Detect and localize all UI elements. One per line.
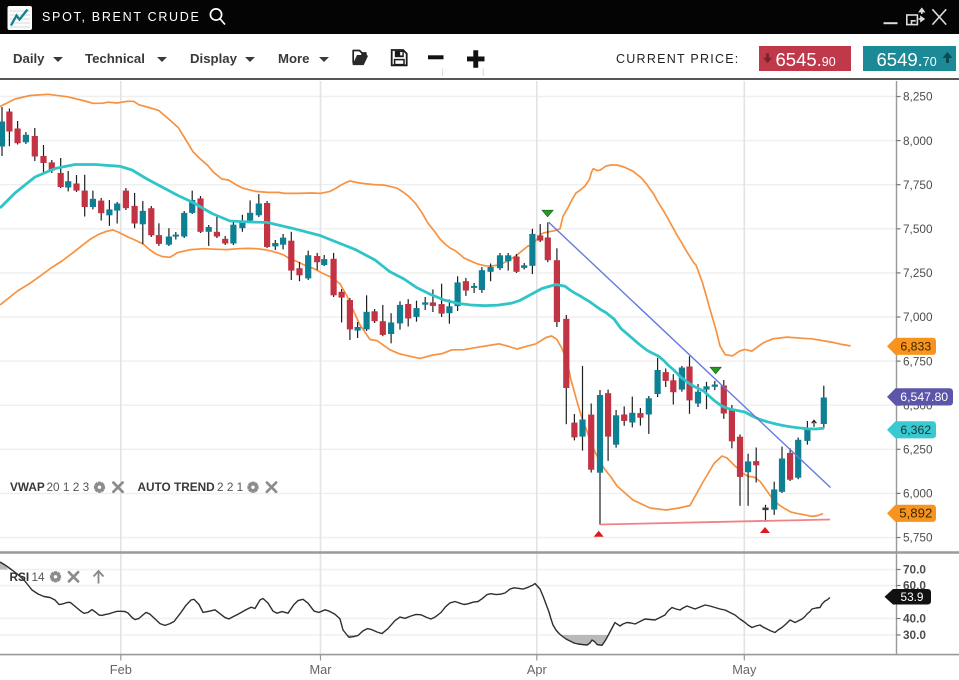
svg-text:VWAP: VWAP — [10, 480, 45, 494]
svg-text:70.0: 70.0 — [903, 563, 926, 577]
svg-text:5,892: 5,892 — [899, 506, 932, 521]
svg-text:6,833: 6,833 — [900, 340, 931, 354]
svg-text:AUTO TREND: AUTO TREND — [138, 480, 216, 494]
svg-text:7,000: 7,000 — [903, 310, 933, 324]
svg-text:6,250: 6,250 — [903, 443, 933, 457]
svg-text:Apr: Apr — [527, 662, 548, 677]
svg-text:6,000: 6,000 — [903, 487, 933, 501]
svg-text:May: May — [732, 662, 757, 677]
svg-text:40.0: 40.0 — [903, 612, 926, 626]
svg-text:8,000: 8,000 — [903, 134, 933, 148]
svg-text:30.0: 30.0 — [903, 628, 926, 642]
svg-text:Feb: Feb — [110, 662, 132, 677]
svg-text:7,500: 7,500 — [903, 222, 933, 236]
svg-text:7,750: 7,750 — [903, 178, 933, 192]
svg-text:8,250: 8,250 — [903, 90, 933, 104]
svg-text:6,750: 6,750 — [903, 354, 933, 368]
svg-text:14: 14 — [32, 570, 46, 584]
svg-text:Mar: Mar — [309, 662, 332, 677]
svg-text:2 2 1: 2 2 1 — [217, 480, 243, 494]
svg-text:RSI: RSI — [10, 570, 30, 584]
svg-text:6,547.80: 6,547.80 — [900, 390, 948, 404]
svg-text:5,750: 5,750 — [903, 531, 933, 545]
svg-text:6,362: 6,362 — [900, 423, 931, 437]
svg-text:7,250: 7,250 — [903, 266, 933, 280]
svg-text:53.9: 53.9 — [901, 590, 924, 604]
svg-text:20 1 2 3: 20 1 2 3 — [47, 480, 90, 494]
